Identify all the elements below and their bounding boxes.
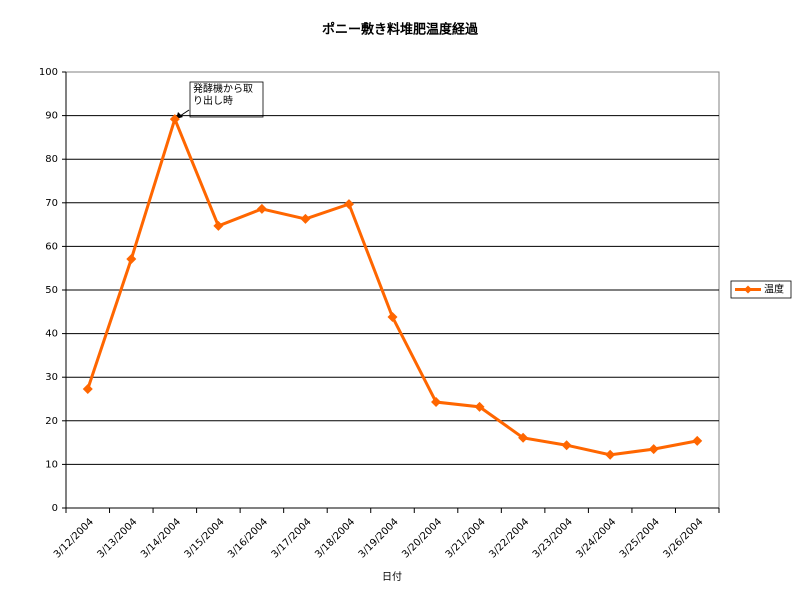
legend-marker — [744, 285, 752, 294]
x-axis-label: 日付 — [382, 570, 402, 583]
y-tick-label: 0 — [52, 503, 58, 514]
annotation-arrow — [179, 109, 190, 117]
marker — [474, 401, 485, 412]
marker — [82, 383, 93, 394]
y-tick-label: 90 — [45, 111, 58, 122]
chart-title: ポニー敷き料堆肥温度経過 — [322, 22, 479, 38]
y-tick-label: 10 — [45, 459, 58, 470]
y-tick-label: 50 — [45, 285, 58, 296]
marker — [300, 213, 311, 224]
marker — [518, 432, 529, 443]
y-tick-label: 100 — [39, 67, 58, 78]
marker — [169, 114, 180, 125]
y-tick-label: 60 — [45, 241, 58, 252]
marker — [648, 444, 659, 455]
legend-label: 温度 — [764, 283, 784, 296]
y-tick-label: 70 — [45, 198, 58, 209]
marker — [387, 312, 398, 323]
marker — [561, 440, 572, 451]
marker — [692, 435, 703, 446]
marker — [343, 199, 354, 210]
annotation: 発酵機から取り出し時 — [193, 84, 253, 107]
y-tick-label: 30 — [45, 372, 58, 383]
marker — [126, 254, 137, 265]
y-tick-label: 80 — [45, 154, 58, 165]
marker — [605, 449, 616, 460]
marker — [256, 203, 267, 214]
y-tick-label: 40 — [45, 329, 58, 340]
annotation-wrap: 発酵機から取り出し時 — [193, 84, 253, 107]
y-tick-label: 20 — [45, 416, 58, 427]
marker — [431, 397, 442, 408]
marker — [213, 220, 224, 231]
annotation-box — [189, 81, 264, 118]
